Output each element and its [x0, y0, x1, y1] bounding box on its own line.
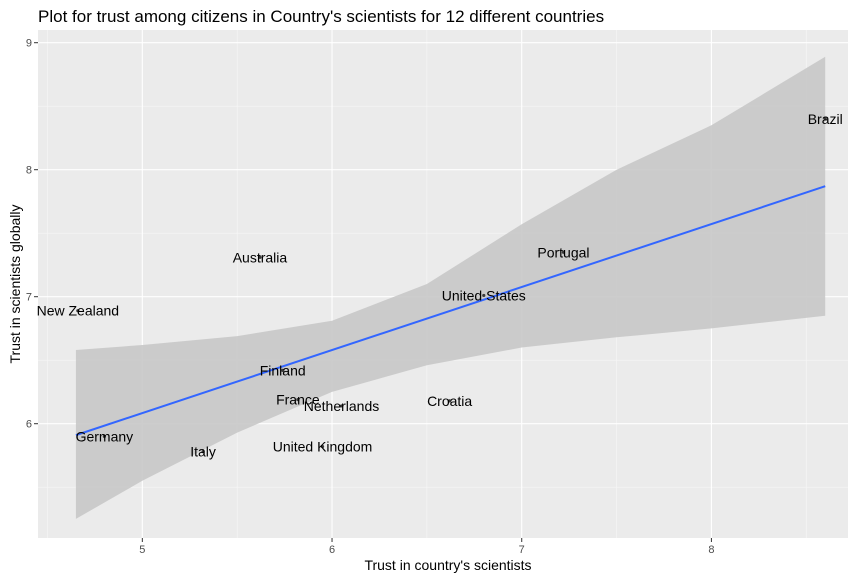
y-tick-label: 6 — [26, 419, 32, 431]
data-point — [339, 404, 344, 408]
point-label: Australia — [233, 249, 288, 265]
x-tick-label: 7 — [519, 544, 525, 556]
x-tick-label: 6 — [329, 544, 335, 556]
data-point — [76, 309, 80, 313]
point-label: New Zealand — [37, 303, 120, 319]
point-labels: Brazil Portugal Australia United States New … — [37, 111, 843, 460]
point-label: Portugal — [537, 244, 589, 260]
x-tick-label: 5 — [139, 544, 145, 556]
data-point — [448, 399, 452, 403]
x-axis-title: Trust in country's scientists — [364, 557, 531, 573]
data-point — [320, 444, 325, 449]
regression-line — [75, 185, 826, 437]
data-point — [258, 255, 262, 259]
y-axis-title: Trust in scientists globally — [7, 205, 23, 364]
x-axis-ticks: 5 6 7 8 — [139, 538, 714, 556]
confidence-band — [75, 56, 826, 519]
data-point — [281, 368, 285, 372]
x-tick-label: 8 — [708, 544, 714, 556]
minor-gridlines — [38, 30, 848, 538]
y-tick-label: 8 — [26, 165, 32, 177]
point-label: Brazil — [808, 111, 843, 127]
y-tick-label: 9 — [26, 38, 32, 50]
y-tick-label: 7 — [26, 292, 32, 304]
data-points — [76, 117, 827, 454]
data-point — [561, 250, 566, 254]
data-point — [823, 117, 827, 121]
point-label: Italy — [190, 444, 216, 460]
point-label: Netherlands — [304, 398, 380, 414]
data-point — [296, 397, 300, 402]
chart-title: Plot for trust among citizens in Country… — [38, 7, 604, 26]
point-label: United Kingdom — [273, 439, 373, 455]
point-label: Croatia — [427, 393, 472, 409]
data-point — [201, 450, 205, 454]
point-label: United States — [442, 287, 526, 303]
point-label: Finland — [260, 362, 306, 378]
point-label: Germany — [76, 428, 134, 444]
point-label: France — [276, 392, 320, 408]
y-axis-ticks: 6 7 8 9 — [26, 38, 38, 431]
data-point — [102, 434, 106, 438]
data-point — [482, 293, 486, 298]
